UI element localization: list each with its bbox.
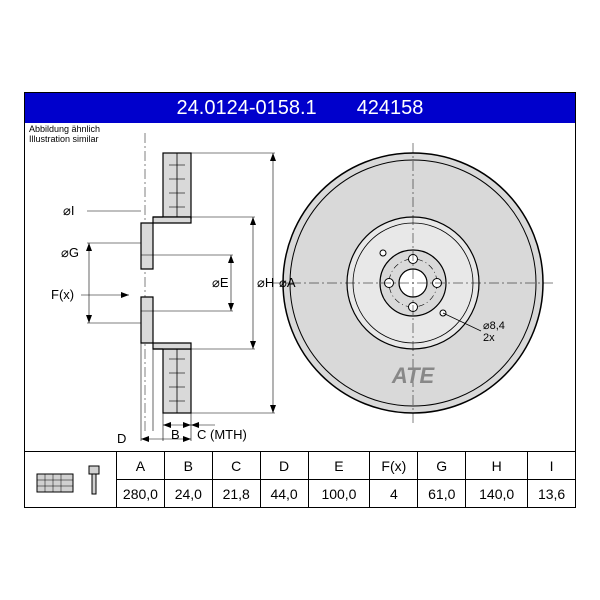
table-value-row: 280,0 24,0 21,8 44,0 100,0 4 61,0 140,0 … [117, 480, 575, 507]
dim-Fx-label: F(x) [51, 287, 74, 302]
header-bar: 24.0124-0158.1 424158 [25, 93, 575, 123]
diagram-area: ⌀8,4 2x ATE [25, 123, 575, 451]
val-A: 280,0 [117, 480, 165, 507]
table-header-row: A B C D E F(x) G H I [117, 452, 575, 480]
val-D: 44,0 [261, 480, 309, 507]
col-D: D [261, 452, 309, 479]
val-E: 100,0 [309, 480, 371, 507]
bolt-qty-label: 2x [483, 332, 495, 344]
col-F: F(x) [370, 452, 418, 479]
part-number-short: 424158 [357, 97, 424, 120]
dim-I-label: ⌀I [63, 203, 74, 218]
part-number-long: 24.0124-0158.1 [177, 97, 317, 120]
dimension-table: A B C D E F(x) G H I 280,0 24,0 21,8 44,… [25, 451, 575, 507]
col-E: E [309, 452, 371, 479]
brand-logo: ATE [391, 363, 436, 388]
col-C: C [213, 452, 261, 479]
table-icon-cell [25, 452, 117, 507]
val-H: 140,0 [466, 480, 528, 507]
col-H: H [466, 452, 528, 479]
disc-front-view: ⌀8,4 2x ATE [273, 143, 553, 423]
val-B: 24,0 [165, 480, 213, 507]
val-C: 21,8 [213, 480, 261, 507]
vent-disc-icon [31, 458, 111, 502]
technical-drawing: ⌀8,4 2x ATE [25, 123, 575, 453]
dim-B-label: B [171, 427, 180, 442]
dim-H-label: ⌀H [257, 275, 274, 290]
bolt-diameter-label: ⌀8,4 [483, 320, 505, 332]
dim-A-label: ⌀A [279, 275, 296, 290]
col-G: G [418, 452, 466, 479]
table-grid: A B C D E F(x) G H I 280,0 24,0 21,8 44,… [117, 452, 575, 507]
val-G: 61,0 [418, 480, 466, 507]
col-I: I [528, 452, 575, 479]
disc-cross-section: ⌀A ⌀H ⌀E ⌀I [51, 133, 296, 446]
drawing-frame: 24.0124-0158.1 424158 Abbildung ähnlich … [24, 92, 576, 508]
val-I: 13,6 [528, 480, 575, 507]
dim-D-label: D [117, 431, 126, 446]
val-F: 4 [370, 480, 418, 507]
col-A: A [117, 452, 165, 479]
dim-C-label: C (MTH) [197, 427, 247, 442]
col-B: B [165, 452, 213, 479]
dim-G-label: ⌀G [61, 245, 79, 260]
dim-E-label: ⌀E [212, 275, 229, 290]
